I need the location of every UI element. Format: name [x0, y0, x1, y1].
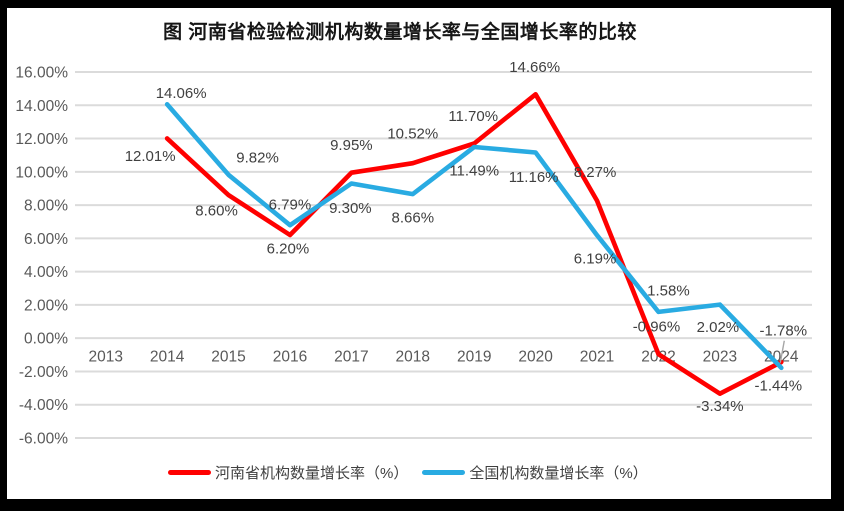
data-label: 9.82% — [236, 149, 279, 166]
data-label: 9.30% — [329, 200, 372, 217]
data-label: 2.02% — [697, 319, 740, 336]
x-axis-tick-label: 2018 — [396, 349, 430, 366]
x-axis-tick-label: 2021 — [580, 349, 614, 366]
legend-label-henan: 河南省机构数量增长率（%） — [215, 465, 409, 482]
y-axis-tick-label: 6.00% — [24, 231, 68, 248]
x-axis-tick-label: 2019 — [457, 349, 491, 366]
y-axis-tick-label: 8.00% — [24, 198, 68, 215]
data-label: 11.16% — [509, 169, 559, 186]
national-series-line — [164, 102, 784, 371]
data-label: 10.52% — [387, 126, 438, 143]
x-axis-tick-label: 2014 — [150, 349, 185, 366]
data-label: 11.49% — [449, 163, 499, 180]
y-axis-tick-label: 10.00% — [15, 164, 68, 181]
data-label: 14.66% — [509, 59, 560, 76]
legend-label-national: 全国机构数量增长率（%） — [469, 465, 648, 482]
y-axis-tick-label: -2.00% — [19, 364, 68, 381]
data-label: -3.34% — [696, 398, 744, 415]
data-label: -0.96% — [633, 319, 681, 336]
y-axis-tick-label: -6.00% — [19, 431, 68, 448]
legend-swatch-national-icon — [422, 470, 466, 475]
y-axis-tick-label: -4.00% — [19, 397, 68, 414]
y-axis-tick-label: 14.00% — [15, 98, 68, 115]
chart-title: 图 河南省检验检测机构数量增长率与全国增长率的比较 — [163, 22, 637, 43]
data-label: 9.95% — [330, 137, 373, 154]
data-label: 11.70% — [448, 108, 498, 125]
x-axis-tick-label: 2015 — [211, 349, 245, 366]
x-axis-tick-label: 2013 — [88, 349, 122, 366]
data-label: 6.79% — [269, 197, 312, 214]
y-axis-tick-label: 16.00% — [15, 65, 68, 82]
x-axis-tick-label: 2016 — [273, 349, 307, 366]
data-label: 14.06% — [156, 85, 207, 102]
y-axis-tick-label: 12.00% — [15, 131, 68, 148]
henan-series-line — [164, 92, 784, 397]
data-label: -1.78% — [760, 322, 808, 339]
y-axis-tick-label: 2.00% — [24, 297, 68, 314]
y-axis-tick-label: 4.00% — [24, 264, 68, 281]
y-axis-tick-label: 0.00% — [24, 331, 68, 348]
legend-swatch-henan-icon — [168, 470, 211, 475]
data-label: 8.27% — [574, 164, 617, 181]
legend: 河南省机构数量增长率（%） 全国机构数量增长率（%） — [168, 462, 648, 483]
data-label: 6.20% — [267, 241, 310, 258]
chart-panel — [7, 8, 831, 499]
data-label: 8.66% — [392, 210, 435, 227]
data-label-leader-line — [779, 340, 785, 363]
data-label: 1.58% — [647, 282, 690, 299]
legend-item-national: 全国机构数量增长率（%） — [422, 462, 648, 483]
data-label: 12.01% — [125, 148, 176, 165]
data-label: 8.60% — [195, 203, 238, 220]
data-label: 6.19% — [574, 251, 617, 268]
x-axis-tick-label: 2017 — [334, 349, 368, 366]
x-axis-tick-label: 2020 — [518, 349, 553, 366]
data-label: -1.44% — [755, 378, 803, 395]
x-axis-tick-label: 2023 — [703, 349, 737, 366]
legend-item-henan: 河南省机构数量增长率（%） — [168, 462, 408, 483]
